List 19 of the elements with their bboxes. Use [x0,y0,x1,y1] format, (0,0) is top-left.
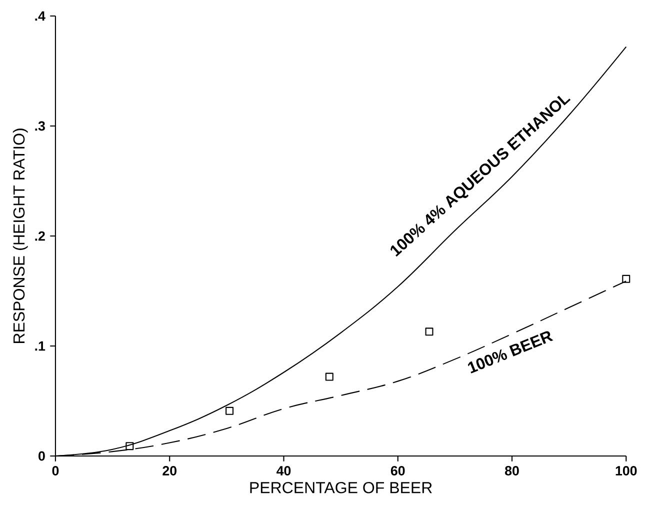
point [226,406,234,415]
y-tick-label: .1 [35,341,46,351]
point [425,328,434,336]
x-tick-label: 20 [162,466,176,476]
x-tick-label: 100 [616,466,637,476]
y-tick-label: 0 [38,451,45,461]
x-axis-title: PERCENTAGE OF BEER [250,482,432,494]
point [622,274,630,283]
x-tick-label: 0 [52,466,59,476]
x-tick-label: 80 [505,466,519,476]
y-tick-label: .3 [35,121,45,131]
x-tick-label: 60 [390,466,405,476]
y-axis-title: RESPONSE (HEIGHT RATIO) [12,128,28,343]
point [126,442,134,450]
point [325,372,334,381]
x-tick-label: 40 [276,466,291,476]
y-tick-label: .2 [35,231,45,241]
y-tick-label: .4 [35,11,46,21]
text: 100% BEER [468,331,554,374]
